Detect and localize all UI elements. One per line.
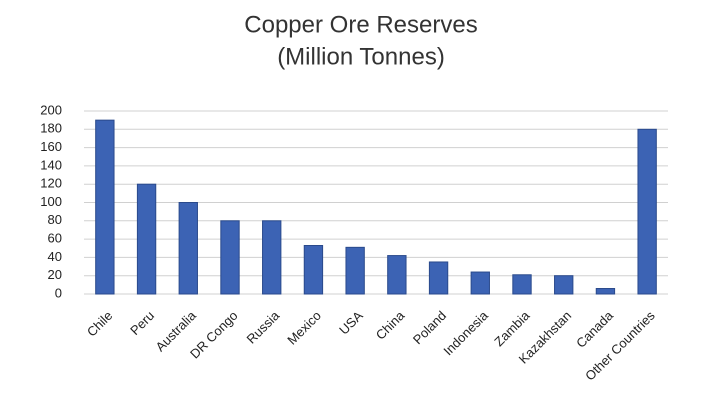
bar [136, 183, 157, 295]
y-tick-label: 60 [48, 231, 62, 246]
chart-subtitle: (Million Tonnes) [277, 43, 445, 70]
bar [220, 220, 240, 295]
chart-title: Copper Ore Reserves [244, 11, 477, 38]
y-tick-label: 120 [40, 176, 62, 191]
y-tick-label: 20 [48, 267, 62, 282]
x-tick-label: Peru [127, 308, 157, 338]
bar [512, 274, 532, 295]
y-tick-label: 40 [48, 249, 62, 264]
bar [554, 275, 574, 295]
bar [470, 271, 490, 295]
y-tick-label: 100 [40, 194, 62, 209]
x-tick-label: Mexico [284, 308, 324, 348]
bar [345, 246, 365, 295]
bar [637, 128, 657, 295]
x-tick-label: China [373, 307, 408, 342]
bar [595, 288, 616, 295]
bar [387, 255, 407, 295]
x-tick-label: Poland [410, 308, 449, 347]
bar [428, 261, 449, 295]
y-tick-label: 0 [55, 285, 62, 300]
y-tick-label: 160 [40, 139, 62, 154]
bar [262, 220, 282, 295]
y-tick-label: 80 [48, 212, 62, 227]
x-tick-label: Indonesia [440, 307, 491, 358]
bar [303, 245, 324, 295]
x-tick-label: Russia [244, 307, 283, 346]
y-tick-label: 180 [40, 121, 62, 136]
x-tick-label: Zambia [491, 307, 533, 349]
y-tick-label: 140 [40, 157, 62, 172]
bar [178, 202, 198, 295]
x-tick-label: Chile [84, 308, 116, 340]
y-tick-label: 200 [40, 102, 62, 117]
x-tick-label: USA [336, 308, 366, 338]
bar [95, 119, 115, 295]
